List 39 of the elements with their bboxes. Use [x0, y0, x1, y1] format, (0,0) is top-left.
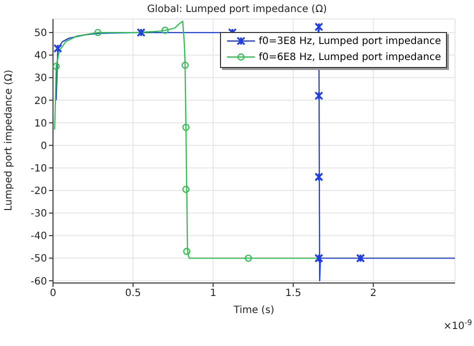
point [356, 254, 365, 263]
y-tick-label: 30 [34, 73, 47, 84]
point [314, 172, 324, 182]
legend-label: f0=6E8 Hz, Lumped port impedance [258, 51, 441, 65]
point [244, 254, 252, 262]
y-axis-title: Lumped port impedance (Ω) [4, 70, 15, 211]
point [53, 62, 60, 70]
point [314, 91, 324, 100]
point [314, 22, 324, 32]
point [53, 44, 62, 53]
y-tick-label: -50 [30, 254, 47, 265]
y-tick-label: -10 [30, 163, 47, 174]
x-axis-title: Time (s) [232, 305, 274, 316]
y-tick-label: -30 [30, 208, 47, 220]
y-tick-label: 20 [34, 96, 47, 107]
x-tick-label: 2 [370, 288, 377, 300]
y-tick-label: -40 [30, 231, 47, 242]
x-tick-label: 1.5 [285, 288, 302, 300]
point [182, 124, 190, 131]
point [182, 186, 190, 193]
legend-label: f0=3E8 Hz, Lumped port impedance [258, 35, 441, 49]
y-tick-label: -60 [30, 276, 47, 288]
point [314, 254, 324, 263]
text: ×10$^{-9}$ [443, 318, 472, 332]
point [136, 28, 146, 37]
y-tick-label: 50 [34, 28, 47, 40]
point [162, 26, 169, 34]
x-tick-label: 1 [210, 288, 216, 300]
point [94, 28, 102, 36]
y-tick-label: 0 [40, 140, 47, 152]
x-tick-label: 0.5 [125, 288, 142, 300]
chart-title: Global: Lumped port impedance (Ω) [147, 4, 327, 15]
point [183, 248, 190, 256]
y-tick-label: 10 [34, 118, 47, 130]
x-tick-label: 0 [50, 288, 56, 300]
y-tick-label: -20 [30, 186, 47, 198]
point [182, 62, 189, 69]
y-tick-label: 40 [34, 50, 47, 62]
line-series [54, 20, 320, 259]
